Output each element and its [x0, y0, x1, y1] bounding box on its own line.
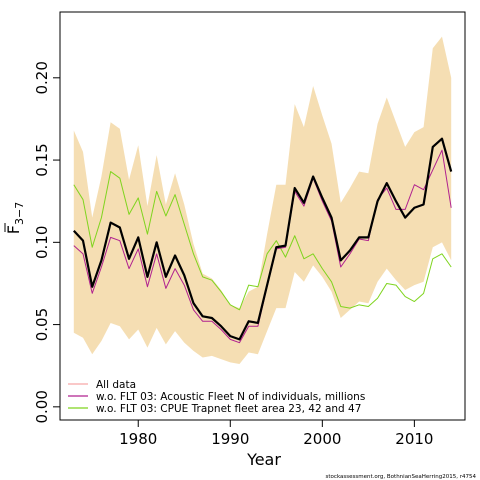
legend-label: w.o. FLT 03: Acoustic Fleet N of individ…: [96, 391, 365, 403]
confidence-band: [73, 36, 452, 365]
credit-text: stockassessment.org, BothnianSeaHerring2…: [326, 474, 477, 480]
y-axis-label-main: F: [4, 225, 23, 234]
y-axis-label: F3−7: [4, 202, 26, 234]
x-tick-label: 2000: [303, 430, 341, 448]
series-line-0: [73, 137, 453, 341]
y-axis-label-sub: 3−7: [13, 202, 26, 225]
plot-frame: [59, 11, 466, 421]
x-axis: 1980 1990 2000 2010: [119, 420, 433, 448]
series-line-2: [73, 171, 452, 311]
y-tick-label: 0.10: [33, 226, 51, 259]
legend-label: All data: [96, 379, 136, 391]
y-tick-label: 0.15: [33, 143, 51, 176]
legend-label: w.o. FLT 03: CPUE Trapnet fleet area 23,…: [96, 403, 361, 415]
x-tick-label: 1980: [119, 430, 157, 448]
y-tick-label: 0.05: [33, 308, 51, 341]
y-tick-label: 0.20: [33, 61, 51, 94]
series-layer: [73, 137, 453, 344]
y-tick-label: 0.00: [33, 390, 51, 423]
svg-text:F3−7: F3−7: [4, 202, 26, 234]
y-axis: 0.00 0.05 0.10 0.15 0.20: [33, 61, 60, 424]
x-axis-label: Year: [246, 450, 281, 469]
x-tick-label: 1990: [211, 430, 249, 448]
x-tick-label: 2010: [395, 430, 433, 448]
confidence-band-layer: [73, 36, 452, 365]
